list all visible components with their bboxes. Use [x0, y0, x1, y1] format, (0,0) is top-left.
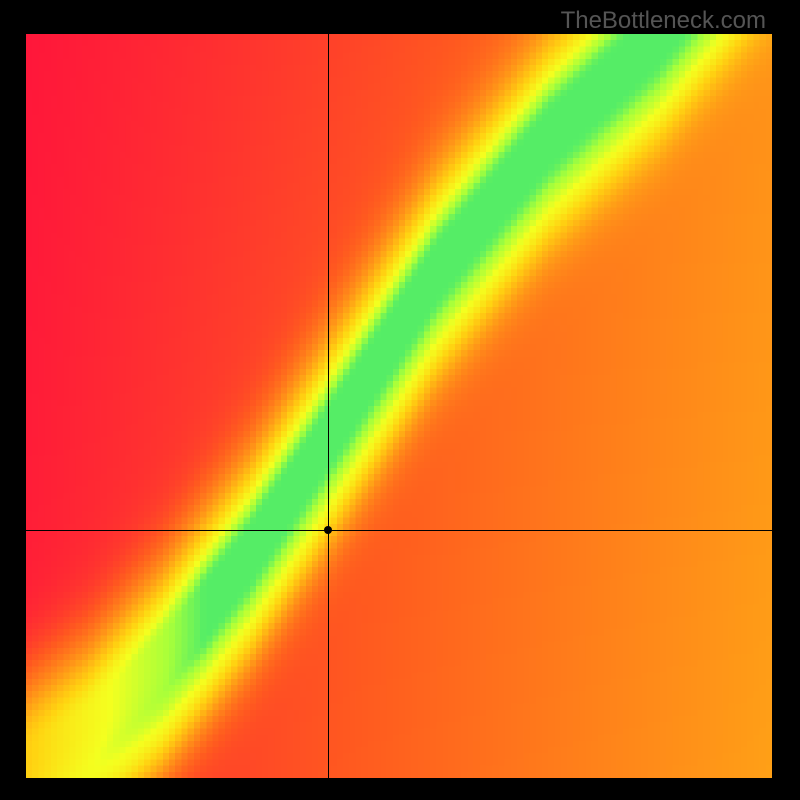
- watermark-text: TheBottleneck.com: [561, 7, 766, 35]
- heatmap-canvas: [26, 34, 772, 778]
- plot-area: [26, 34, 772, 778]
- crosshair-horizontal: [26, 530, 772, 531]
- outer-frame: TheBottleneck.com: [0, 0, 800, 800]
- crosshair-vertical: [328, 34, 329, 778]
- crosshair-marker: [324, 526, 332, 534]
